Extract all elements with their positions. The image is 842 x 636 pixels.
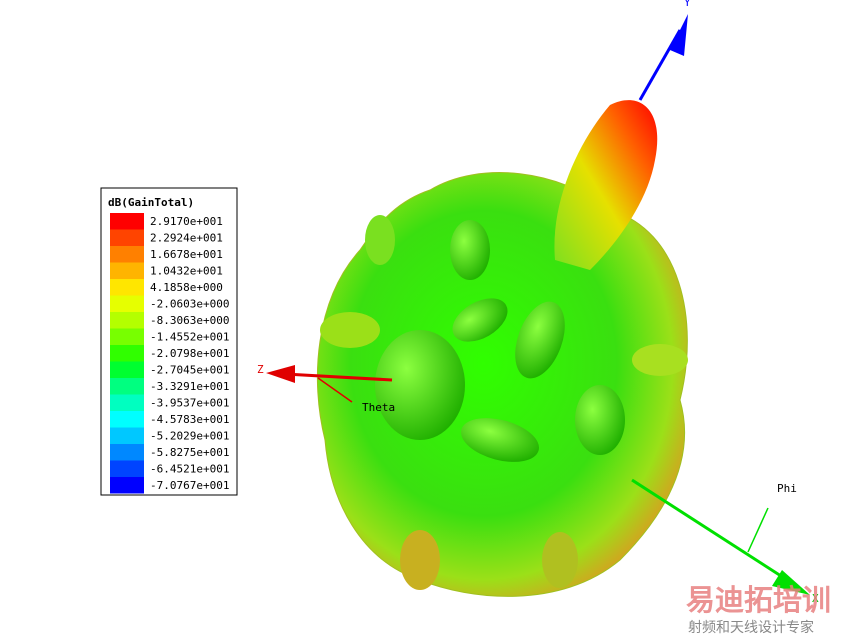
z-label: Z: [257, 363, 264, 376]
legend-swatch: [110, 279, 144, 296]
legend-swatch: [110, 345, 144, 362]
legend-label: -7.0767e+001: [150, 479, 229, 492]
legend-swatch: [110, 262, 144, 279]
watermark-title: 易迪拓培训: [686, 583, 831, 617]
legend-swatch: [110, 328, 144, 345]
watermark: 易迪拓培训 射频和天线设计专家: [686, 583, 831, 636]
legend-label: 4.1858e+000: [150, 281, 223, 294]
y-arrow: [670, 14, 688, 56]
legend: dB(GainTotal) 2.9170e+001 2.2924e+001 1.66…: [100, 187, 238, 496]
legend-swatch: [110, 246, 144, 263]
legend-swatch: [110, 229, 144, 246]
legend-swatch: [110, 477, 144, 494]
legend-label: -4.5783e+001: [150, 413, 229, 426]
legend-swatch: [110, 361, 144, 378]
y-label: Y: [684, 0, 691, 9]
axes: Y Z Theta X Phi: [257, 0, 819, 605]
x-label: X: [812, 592, 819, 605]
x-axis: [631, 478, 796, 587]
legend-label: 1.6678e+001: [150, 248, 223, 261]
y-axis: [638, 29, 682, 101]
legend-swatch: [110, 460, 144, 477]
watermark-subtitle: 射频和天线设计专家: [688, 619, 814, 636]
legend-swatch: [110, 312, 144, 329]
x-arrow: [772, 570, 810, 595]
legend-label: -2.0798e+001: [150, 347, 229, 360]
legend-label: 2.2924e+001: [150, 232, 223, 245]
legend-label: 1.0432e+001: [150, 265, 223, 278]
legend-label: 2.9170e+001: [150, 215, 223, 228]
legend-label: -3.9537e+001: [150, 397, 229, 410]
legend-swatch: [110, 295, 144, 312]
legend-label: -1.4552e+001: [150, 331, 229, 344]
legend-swatch: [110, 444, 144, 461]
legend-label: -8.3063e+000: [150, 314, 229, 327]
legend-label: -2.0603e+000: [150, 298, 229, 311]
legend-label: -5.2029e+001: [150, 430, 229, 443]
legend-label: -5.8275e+001: [150, 446, 229, 459]
legend-label: -2.7045e+001: [150, 364, 229, 377]
z-axis: [284, 372, 393, 382]
legend-swatch: [110, 427, 144, 444]
radiation-pattern: [316, 100, 688, 597]
legend-title: dB(GainTotal): [108, 196, 194, 209]
phi-label: Phi: [777, 482, 797, 495]
legend-label: -3.3291e+001: [150, 380, 229, 393]
theta-label: Theta: [362, 401, 395, 414]
legend-swatch: [110, 378, 144, 395]
z-arrow: [266, 365, 295, 383]
legend-swatch: [110, 213, 144, 230]
legend-swatch: [110, 394, 144, 411]
legend-label: -6.4521e+001: [150, 463, 229, 476]
legend-swatch: [110, 411, 144, 428]
